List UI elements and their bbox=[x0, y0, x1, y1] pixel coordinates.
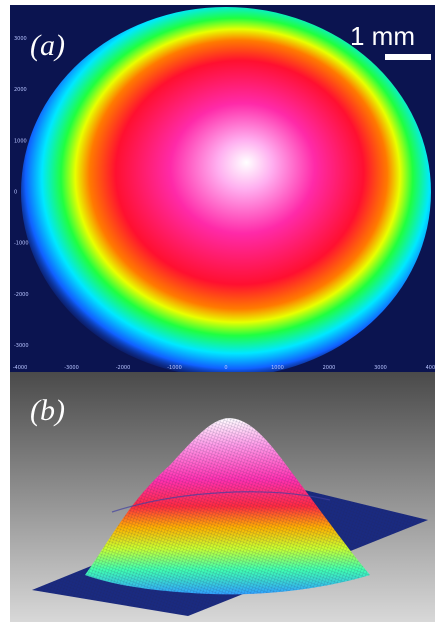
x-tick-label: 4000 bbox=[426, 365, 435, 371]
x-tick-label: 3000 bbox=[374, 365, 387, 371]
x-tick-label: 0 bbox=[224, 365, 227, 371]
x-tick-label: 2000 bbox=[323, 365, 336, 371]
y-tick-label: -1000 bbox=[14, 241, 29, 247]
panel-label: (a) bbox=[30, 29, 65, 62]
x-tick-label: -4000 bbox=[13, 365, 28, 371]
y-tick-label: -3000 bbox=[14, 343, 29, 349]
beam-profile bbox=[21, 7, 431, 377]
y-tick-label: 0 bbox=[14, 190, 17, 196]
panel-a bbox=[10, 5, 435, 377]
scale-bar bbox=[385, 54, 431, 60]
y-tick-label: -2000 bbox=[14, 292, 29, 298]
panel-b bbox=[10, 372, 435, 622]
x-tick-label: 1000 bbox=[271, 365, 284, 371]
y-tick-label: 2000 bbox=[14, 87, 27, 93]
y-tick-label: 3000 bbox=[14, 36, 27, 42]
x-tick-label: -1000 bbox=[167, 365, 182, 371]
y-tick-label: 1000 bbox=[14, 138, 27, 144]
scale-bar-label: 1 mm bbox=[350, 21, 415, 51]
panel-label: (b) bbox=[30, 394, 65, 427]
figure: 3000 2000 1000 0 -1000 -2000 -3000 -4000 -3000 -2… bbox=[0, 0, 435, 628]
x-tick-label: -3000 bbox=[64, 365, 79, 371]
x-tick-label: -2000 bbox=[116, 365, 131, 371]
